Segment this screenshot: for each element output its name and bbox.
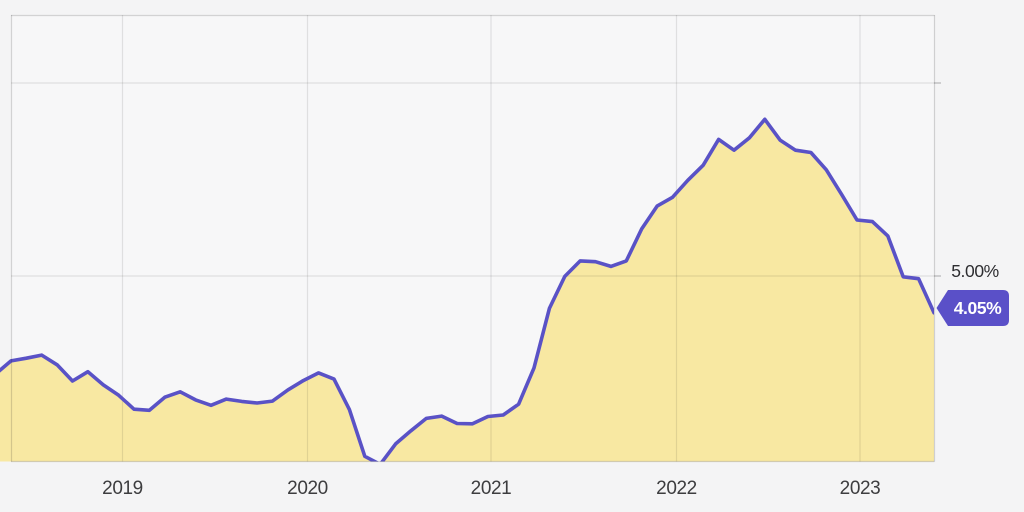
plot-borders <box>10 14 941 463</box>
current-value-badge: 4.05% <box>936 290 1009 326</box>
x-tick-label-2020: 2020 <box>287 478 328 499</box>
x-tick-label-2021: 2021 <box>471 478 512 499</box>
x-tick-label-2023: 2023 <box>840 478 881 499</box>
current-value-badge-shape <box>936 290 1009 326</box>
current-value-badge-label: 4.05% <box>954 298 1002 318</box>
series-line <box>0 117 934 462</box>
series-area-fill <box>0 119 934 462</box>
x-tick-label-2022: 2022 <box>656 478 697 499</box>
right-axis-label-5pct: 5.00% <box>951 261 999 281</box>
series-group <box>0 15 934 462</box>
x-axis-labels: 2019 2020 2021 2022 2023 <box>102 478 881 499</box>
x-tick-label-2019: 2019 <box>102 478 143 499</box>
